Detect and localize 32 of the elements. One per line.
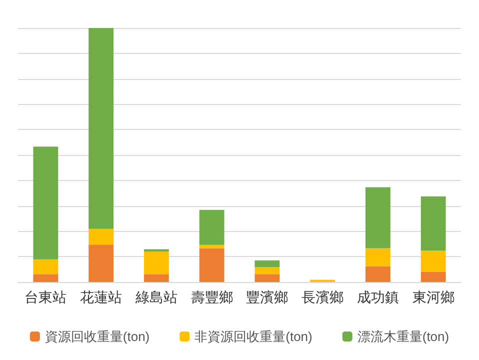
bar [144, 274, 169, 282]
x-tick-label: 壽豐鄉 [190, 289, 233, 305]
x-tick-label: 東河鄉 [412, 289, 454, 305]
bar [254, 274, 280, 282]
bar [33, 259, 58, 274]
bar [199, 248, 224, 282]
x-tick-label: 成功鎮 [356, 289, 399, 305]
bar [144, 252, 169, 274]
bar [88, 28, 114, 229]
bar [33, 146, 58, 260]
bar [420, 250, 446, 272]
bar [144, 249, 169, 252]
bar [199, 244, 224, 248]
bar [254, 267, 280, 274]
legend-label: 資源回收重量(ton) [44, 329, 150, 344]
x-tick-label: 豐濱鄉 [246, 289, 288, 305]
bar [365, 266, 390, 282]
bar [365, 248, 390, 266]
bar [33, 274, 58, 282]
bar [420, 272, 446, 282]
bar [365, 187, 390, 248]
legend-label: 非資源回收重量(ton) [194, 329, 312, 344]
bar [88, 244, 114, 282]
x-tick-label: 綠島站 [134, 289, 178, 305]
x-tick-label: 長濱鄉 [302, 289, 344, 305]
bar [420, 196, 446, 251]
x-tick-label: 台東站 [24, 289, 67, 305]
x-tick-label: 花蓮站 [80, 289, 122, 305]
bar [254, 260, 280, 268]
bar [199, 210, 224, 245]
bar [88, 228, 114, 245]
legend-label: 漂流木重量(ton) [357, 329, 450, 344]
